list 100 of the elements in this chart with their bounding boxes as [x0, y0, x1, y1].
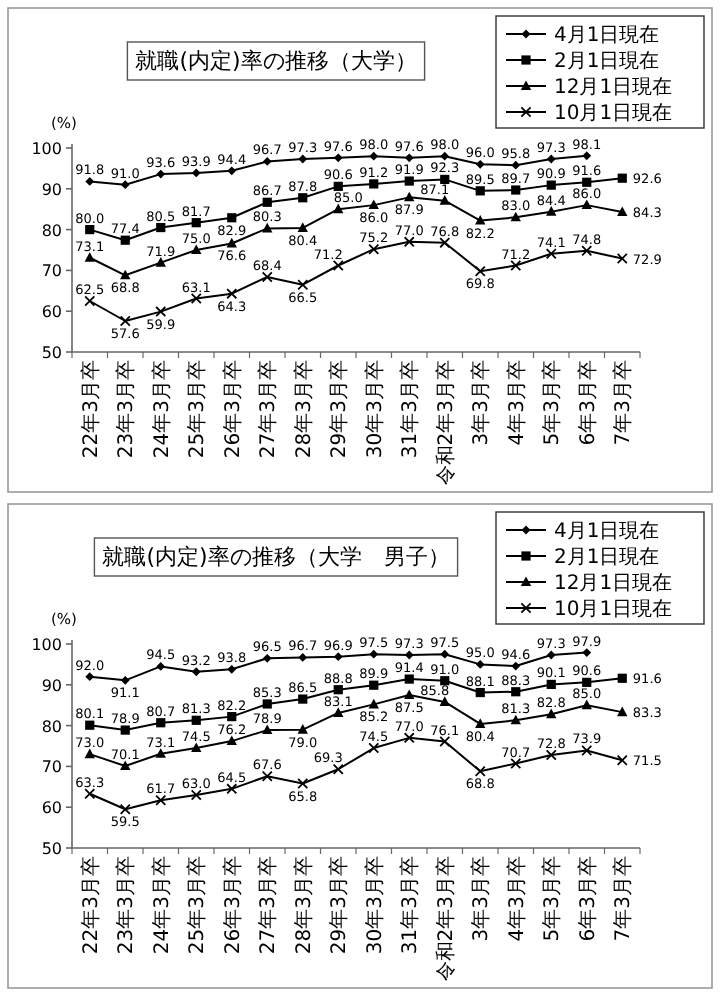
point — [510, 758, 522, 770]
y-tick-label: 60 — [41, 799, 62, 818]
point — [155, 257, 166, 267]
point — [581, 199, 592, 210]
x-tick-label: 6年3月卒 — [575, 856, 600, 942]
x-tick-label: 29年3月卒 — [327, 360, 352, 459]
point — [190, 293, 202, 305]
point — [545, 749, 557, 761]
x-tick-label: 29年3月卒 — [327, 856, 352, 955]
point — [191, 742, 202, 753]
x-tick-label: 3年3月卒 — [469, 360, 494, 446]
point — [84, 252, 95, 262]
point — [120, 235, 130, 245]
legend-label: 4月1日現在 — [554, 519, 660, 543]
point — [191, 244, 202, 254]
point — [403, 236, 415, 248]
point — [333, 652, 343, 662]
point — [545, 248, 557, 260]
point — [226, 288, 238, 300]
point — [368, 698, 379, 709]
point — [439, 696, 450, 706]
x-tick-label: 31年3月卒 — [398, 856, 423, 955]
point — [84, 295, 96, 307]
point — [510, 211, 521, 222]
point — [85, 720, 95, 730]
point — [84, 788, 96, 800]
point — [475, 718, 486, 728]
point — [440, 676, 450, 686]
point — [298, 154, 308, 164]
point — [475, 687, 485, 698]
x-tick-label: 30年3月卒 — [362, 856, 387, 955]
point — [368, 742, 380, 754]
point — [119, 315, 131, 327]
point — [404, 650, 414, 660]
point — [617, 673, 627, 683]
point — [511, 687, 521, 697]
point — [227, 712, 237, 722]
point — [120, 760, 131, 770]
chart-title: 就職(内定)率の推移（大学 男子） — [102, 544, 450, 570]
y-tick-label: 90 — [41, 676, 62, 695]
point — [369, 649, 379, 659]
point — [369, 179, 379, 189]
legend-label: 2月1日現在 — [554, 49, 660, 73]
point — [85, 225, 95, 235]
point — [369, 680, 379, 690]
legend-label: 10月1日現在 — [554, 597, 673, 621]
point — [227, 166, 237, 176]
y-tick-label: 90 — [41, 180, 62, 199]
point — [546, 708, 557, 719]
point — [261, 770, 273, 782]
point — [475, 215, 486, 225]
point — [226, 783, 238, 795]
point — [617, 173, 627, 183]
y-tick-label: 50 — [41, 344, 62, 362]
point — [298, 694, 308, 704]
point — [156, 662, 166, 671]
point — [227, 213, 237, 223]
point — [85, 177, 95, 186]
x-tick-label: 24年3月卒 — [149, 856, 174, 955]
point — [440, 174, 450, 185]
point — [368, 243, 380, 255]
point — [156, 222, 166, 233]
point — [155, 794, 167, 806]
legend-label: 12月1日現在 — [554, 75, 673, 99]
legend-label: 12月1日現在 — [554, 571, 673, 595]
point — [440, 649, 450, 659]
x-tick-label: 令和2年3月卒 — [433, 360, 458, 486]
point — [332, 763, 344, 775]
point — [333, 707, 344, 717]
point — [616, 754, 628, 766]
x-tick-label: 30年3月卒 — [362, 360, 387, 459]
point — [119, 803, 131, 815]
x-tick-label: 31年3月卒 — [398, 360, 423, 459]
point — [582, 648, 592, 657]
point — [297, 222, 308, 232]
point — [546, 206, 557, 216]
point — [404, 191, 415, 202]
point — [475, 660, 485, 669]
point — [297, 724, 308, 734]
point — [261, 271, 273, 283]
point — [474, 765, 486, 777]
point — [298, 653, 308, 662]
point — [404, 674, 414, 684]
x-tick-label: 27年3月卒 — [256, 360, 281, 459]
point — [262, 222, 273, 233]
point — [120, 725, 130, 735]
point — [156, 718, 166, 728]
legend-label: 10月1日現在 — [554, 101, 673, 125]
point — [439, 736, 451, 748]
point — [332, 260, 344, 271]
x-tick-label: 6年3月卒 — [575, 360, 600, 446]
y-tick-label: 80 — [41, 221, 62, 240]
point — [226, 735, 237, 746]
point — [439, 237, 451, 249]
point — [226, 237, 237, 248]
point — [191, 218, 201, 228]
point — [546, 180, 556, 190]
point — [616, 253, 628, 265]
point — [546, 154, 556, 164]
point — [475, 186, 485, 196]
